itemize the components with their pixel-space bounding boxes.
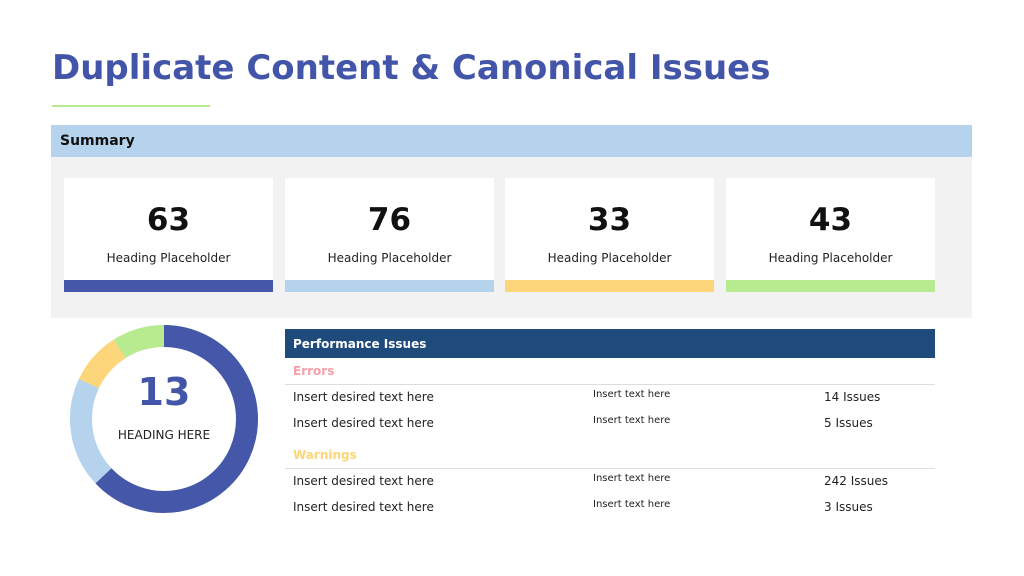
summary-bar: Summary [51,125,972,157]
table-cell: Insert desired text here [293,416,434,430]
table-cell: Insert desired text here [293,500,434,514]
section-title: Errors [293,364,335,378]
stat-card: 43 Heading Placeholder [726,178,935,292]
stat-card: 63 Heading Placeholder [64,178,273,292]
table-cell: Insert text here [593,415,671,426]
stat-value: 76 [367,202,412,238]
table-cell: Insert text here [593,499,671,510]
table-cell: 14 Issues [824,390,881,404]
table-header: Performance Issues [285,329,935,358]
table-cell: Insert text here [593,473,671,484]
section-rule [285,384,935,385]
donut-chart: 13 HEADING HERE [70,325,258,513]
section-title: Warnings [293,448,357,462]
table-cell: Insert desired text here [293,390,434,404]
stat-bar [64,280,273,292]
stat-label: Heading Placeholder [768,251,893,265]
stat-label: Heading Placeholder [547,251,672,265]
donut-segment [70,378,112,484]
stat-card: 76 Heading Placeholder [285,178,494,292]
table-cell: 5 Issues [824,416,873,430]
slide-title: Duplicate Content & Canonical Issues [52,48,771,88]
table-title: Performance Issues [293,337,427,351]
table-cell: Insert text here [593,389,671,400]
table-cell: Insert desired text here [293,474,434,488]
donut-center-value: 13 [138,370,191,414]
donut-segment [113,325,165,359]
stat-bar [726,280,935,292]
donut-segment [95,325,258,513]
stat-value: 63 [146,202,191,238]
stat-bar [505,280,714,292]
title-underline [52,105,210,107]
donut-segment [78,339,126,389]
table-cell: 242 Issues [824,474,889,488]
donut-center-label: HEADING HERE [118,428,210,442]
stat-label: Heading Placeholder [327,251,452,265]
stat-bar [285,280,494,292]
stat-label: Heading Placeholder [106,251,231,265]
summary-title: Summary [60,133,135,149]
section-rule [285,468,935,469]
stat-card: 33 Heading Placeholder [505,178,714,292]
stat-value: 43 [808,202,853,238]
table-cell: 3 Issues [824,500,873,514]
stat-value: 33 [587,202,632,238]
